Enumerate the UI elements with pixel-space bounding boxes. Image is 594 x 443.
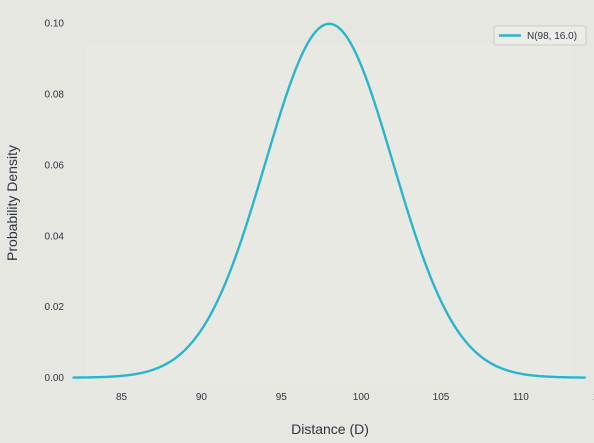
y-tick-label: 0.02 [45,302,65,313]
x-tick-label: 110 [513,392,529,403]
y-tick-label: 0.04 [45,231,65,242]
x-axis-title: Distance (D) [291,421,369,437]
legend: N(98, 16.0) [493,25,587,46]
y-axis-ticks: 0.00 0.02 0.04 0.06 0.08 0.10 [45,18,65,384]
x-tick-label: 95 [276,392,288,403]
y-tick-label: 0.06 [45,160,65,171]
x-tick-label: 100 [353,392,370,403]
x-tick-label: 105 [433,392,450,403]
y-tick-label: 0.08 [45,89,65,100]
series-line [72,22,586,379]
x-tick-label: 115 [593,392,594,403]
x-tick-label: 85 [116,392,128,403]
legend-box [493,25,587,46]
legend-label: N(98, 16.0) [527,31,577,42]
plot-area [86,44,572,383]
x-tick-label: 90 [196,392,208,403]
y-axis-title: Probability Density [4,145,20,261]
y-tick-label: 0.00 [45,373,65,384]
y-tick-label: 0.10 [45,18,65,29]
x-axis-ticks: 85 90 95 100 105 110 115 [116,392,594,403]
